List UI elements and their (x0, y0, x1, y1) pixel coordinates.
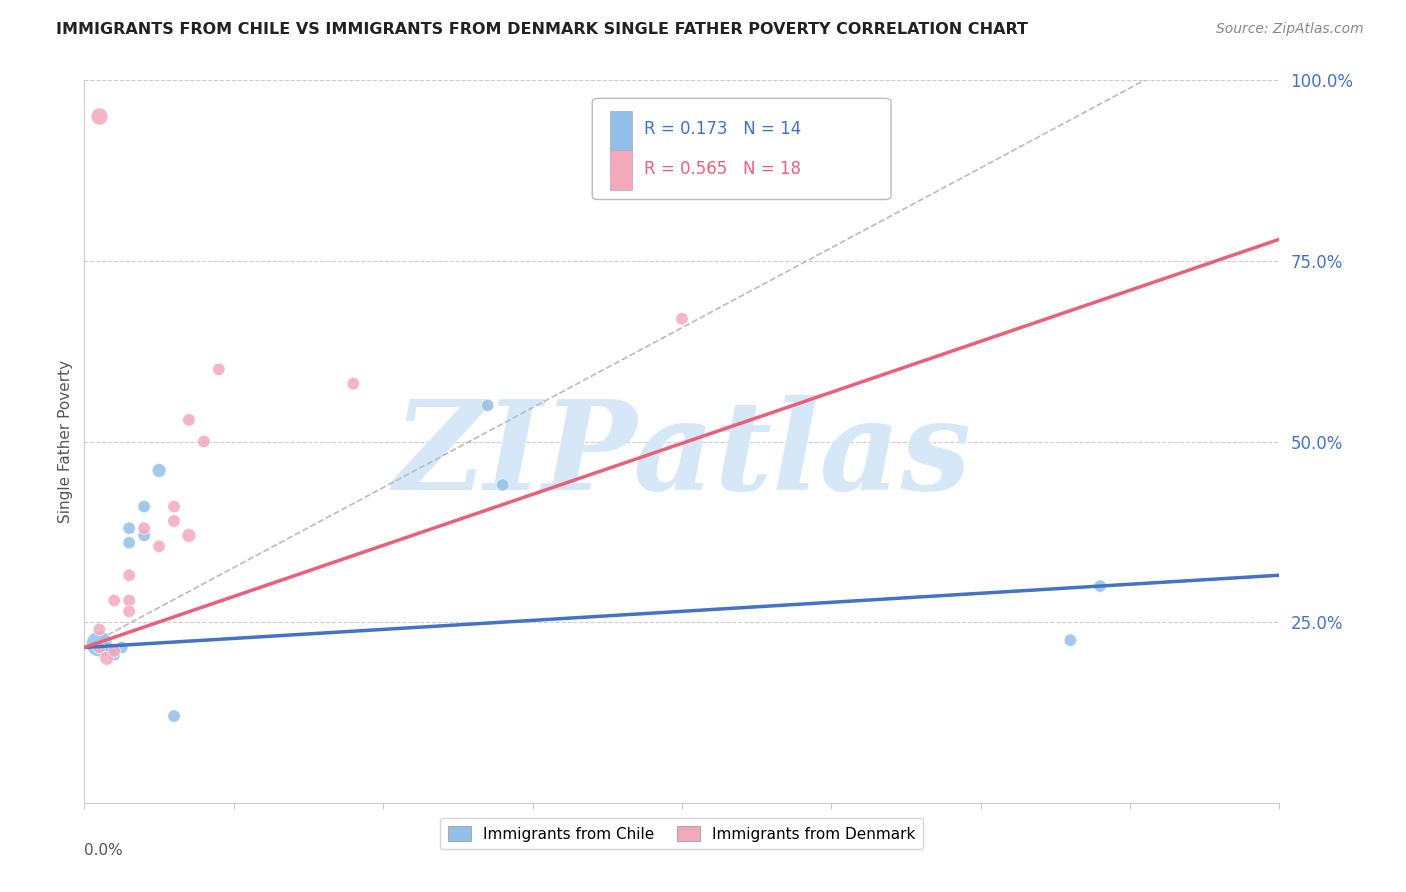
Point (177, 528, 200, 542)
Point (118, 568, 141, 582)
Point (89, 637, 111, 651)
Point (118, 593, 141, 607)
Point (148, 539, 170, 553)
Point (118, 535, 141, 549)
Point (148, 463, 170, 477)
Point (111, 640, 134, 655)
Point (193, 434, 215, 449)
Text: IMMIGRANTS FROM CHILE VS IMMIGRANTS FROM DENMARK SINGLE FATHER POVERTY CORRELATI: IMMIGRANTS FROM CHILE VS IMMIGRANTS FROM… (56, 22, 1028, 37)
Point (342, 376, 364, 391)
Point (103, 593, 125, 607)
Point (118, 521, 141, 535)
Text: ZIPatlas: ZIPatlas (392, 395, 972, 516)
Point (132, 500, 156, 514)
Point (96, 640, 118, 655)
FancyBboxPatch shape (592, 98, 891, 200)
Text: R = 0.565   N = 18: R = 0.565 N = 18 (644, 161, 800, 178)
Point (89, 640, 111, 655)
Point (671, 311, 693, 326)
Text: Source: ZipAtlas.com: Source: ZipAtlas.com (1216, 22, 1364, 37)
Point (163, 500, 186, 514)
FancyBboxPatch shape (610, 112, 631, 151)
FancyBboxPatch shape (610, 151, 631, 190)
Point (89, 110, 111, 124)
Point (163, 514, 186, 528)
Point (132, 521, 156, 535)
Point (477, 398, 499, 412)
Point (103, 648, 125, 662)
Point (492, 478, 515, 492)
Point (118, 604, 141, 618)
Text: R = 0.173   N = 14: R = 0.173 N = 14 (644, 120, 801, 138)
Point (1059, 633, 1081, 648)
Point (208, 362, 231, 376)
Text: 0.0%: 0.0% (84, 843, 124, 857)
Y-axis label: Single Father Poverty: Single Father Poverty (58, 360, 73, 523)
Point (1090, 579, 1112, 593)
Point (177, 413, 200, 427)
Point (163, 709, 186, 723)
Point (103, 644, 125, 658)
Point (96, 651, 118, 665)
Point (132, 528, 156, 542)
Point (89, 623, 111, 637)
Legend: Immigrants from Chile, Immigrants from Denmark: Immigrants from Chile, Immigrants from D… (440, 818, 924, 849)
